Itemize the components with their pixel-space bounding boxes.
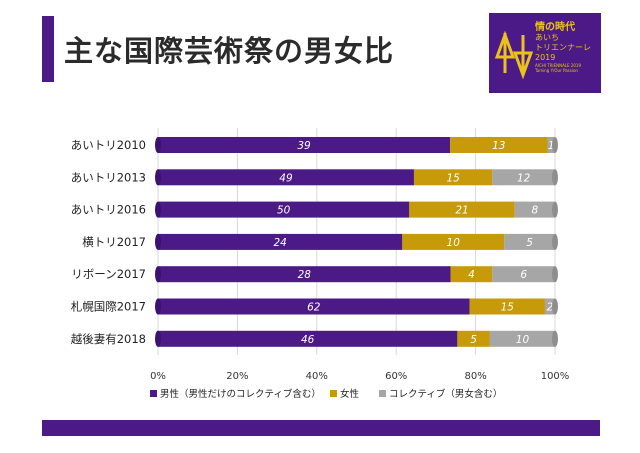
bar-segment bbox=[450, 137, 548, 153]
data-label: 39 bbox=[297, 140, 311, 152]
bar-segment bbox=[402, 233, 505, 250]
data-label: 21 bbox=[455, 205, 468, 217]
bar-right-cap bbox=[552, 233, 558, 250]
data-label: 15 bbox=[446, 172, 460, 184]
data-label: 12 bbox=[517, 172, 531, 184]
legend-label: 男性（男性だけのコレクティブ含む） bbox=[160, 388, 321, 400]
bar-segment bbox=[158, 137, 451, 153]
logo-line1: あいち bbox=[535, 33, 559, 42]
bar-segment bbox=[544, 298, 555, 315]
bar-segment bbox=[158, 201, 410, 218]
legend-swatch bbox=[150, 390, 157, 397]
bar-right-cap bbox=[552, 330, 558, 347]
data-label: 24 bbox=[273, 237, 286, 249]
category-label: あいトリ2010 bbox=[71, 138, 146, 152]
data-label: 5 bbox=[526, 237, 533, 249]
page-title: 主な国際芸術祭の男女比 bbox=[64, 34, 395, 68]
bar-segment bbox=[409, 201, 515, 218]
bar-right-cap bbox=[552, 298, 558, 315]
x-tick-label: 20% bbox=[226, 371, 248, 382]
bar-left-cap bbox=[155, 169, 161, 186]
data-label: 8 bbox=[532, 205, 539, 217]
x-tick-label: 100% bbox=[541, 371, 570, 382]
bar-segment bbox=[547, 137, 555, 153]
category-label: リボーン2017 bbox=[71, 267, 146, 281]
data-label: 10 bbox=[447, 237, 461, 249]
footer-bar bbox=[42, 420, 600, 436]
bar-left-cap bbox=[155, 298, 161, 315]
data-label: 28 bbox=[298, 269, 312, 281]
bar-segment bbox=[158, 266, 451, 283]
legend-label: 女性 bbox=[340, 388, 360, 400]
bar-segment bbox=[457, 330, 490, 347]
bar-segment bbox=[158, 233, 403, 250]
bar-left-cap bbox=[155, 330, 161, 347]
data-label: 1 bbox=[548, 140, 555, 152]
bar-right-cap bbox=[552, 266, 558, 283]
bar-segment bbox=[489, 330, 555, 347]
logo-year: 2019 bbox=[535, 53, 556, 62]
bar-segment bbox=[504, 233, 555, 250]
category-label: 札幌国際2017 bbox=[71, 300, 146, 314]
bar-right-cap bbox=[552, 169, 558, 186]
bar-left-cap bbox=[155, 137, 161, 153]
bar-segment bbox=[158, 330, 458, 347]
bar-segment bbox=[158, 169, 414, 186]
bar-segment bbox=[492, 266, 555, 283]
data-label: 6 bbox=[520, 269, 527, 281]
bar-segment bbox=[158, 298, 470, 315]
logo-sub2: Taming Y/Our Passion bbox=[535, 68, 578, 73]
legend-swatch bbox=[379, 390, 386, 397]
bar-left-cap bbox=[155, 233, 161, 250]
x-tick-label: 40% bbox=[306, 371, 328, 382]
logo-sub1: AICHI TRIENNALE 2019 bbox=[535, 63, 582, 68]
category-label: あいトリ2016 bbox=[71, 203, 146, 217]
legend-label: コレクティブ（男女含む） bbox=[389, 388, 502, 400]
data-label: 2 bbox=[547, 302, 554, 314]
logo-title: 情の時代 bbox=[535, 22, 575, 33]
legend-swatch bbox=[330, 390, 337, 397]
logo-line2: トリエンナーレ bbox=[535, 43, 591, 52]
festival-logo: 情の時代 あいち トリエンナーレ 2019 AICHI TRIENNALE 20… bbox=[489, 13, 601, 93]
category-label: 越後妻有2018 bbox=[71, 332, 146, 346]
data-label: 5 bbox=[470, 334, 477, 346]
data-label: 46 bbox=[301, 334, 315, 346]
category-label: あいトリ2013 bbox=[71, 170, 146, 184]
bar-left-cap bbox=[155, 266, 161, 283]
data-label: 49 bbox=[279, 172, 293, 184]
bar-left-cap bbox=[155, 201, 161, 218]
data-label: 10 bbox=[516, 334, 530, 346]
bar-segment bbox=[450, 266, 493, 283]
data-label: 13 bbox=[492, 140, 505, 152]
x-tick-label: 60% bbox=[385, 371, 407, 382]
bar-segment bbox=[492, 169, 555, 186]
bar-right-cap bbox=[552, 137, 558, 153]
data-label: 15 bbox=[501, 302, 515, 314]
data-label: 50 bbox=[277, 205, 291, 217]
bar-segment bbox=[469, 298, 545, 315]
logo-text: 情の時代 あいち トリエンナーレ 2019 AICHI TRIENNALE 20… bbox=[535, 22, 591, 74]
bar-right-cap bbox=[552, 201, 558, 218]
x-tick-label: 80% bbox=[464, 371, 486, 382]
data-label: 62 bbox=[307, 302, 321, 314]
x-tick-label: 0% bbox=[150, 371, 166, 382]
category-label: 横トリ2017 bbox=[82, 235, 146, 249]
bar-segment bbox=[413, 169, 493, 186]
bar-segment bbox=[514, 201, 555, 218]
title-accent-bar bbox=[42, 16, 54, 82]
logo-mark-icon bbox=[494, 30, 534, 80]
data-label: 4 bbox=[468, 269, 475, 281]
